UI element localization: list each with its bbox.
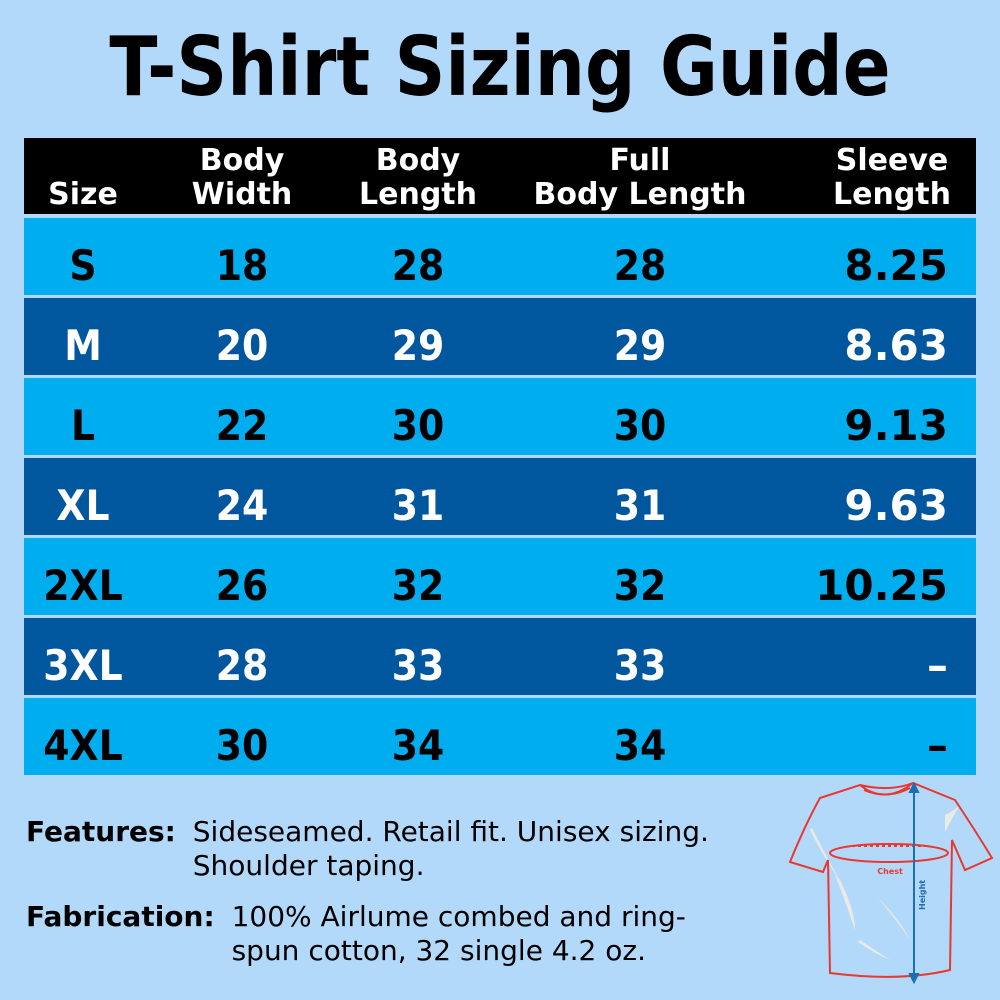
cell-body-length: 30 [391,401,445,450]
shirt-highlights [810,805,960,960]
height-label: Height [918,880,927,910]
shirt-outline [788,781,994,978]
fabrication-value: 100% Airlume combed and ring- spun cotto… [231,900,686,967]
table-row: XL 24 31 31 9.63 [24,458,976,535]
cell-full-body-length: 32 [613,561,667,610]
cell-body-length: 29 [391,321,445,370]
cell-body-width: 22 [215,401,269,450]
cell-full-body-length: 31 [613,481,667,530]
cell-sleeve-length: – [927,721,948,770]
cell-sleeve-length: 9.63 [844,481,948,530]
features-value: Sideseamed. Retail fit. Unisex sizing. S… [192,815,709,882]
cell-size: L [70,401,96,450]
cell-size: M [64,321,102,370]
header-size: Size [48,177,118,212]
table-row: L 22 30 30 9.13 [24,378,976,455]
cell-sleeve-length: 8.25 [844,241,948,290]
header-sleeve-length: Sleeve Length [833,143,951,212]
cell-sleeve-length: – [927,641,948,690]
cell-full-body-length: 29 [613,321,667,370]
cell-body-width: 18 [215,241,269,290]
cell-body-width: 30 [215,721,269,770]
header-body-length: Body Length [359,143,477,212]
size-table: Size Body Width Body Length Full Body Le… [24,138,976,778]
cell-size: S [69,241,97,290]
chest-label: Chest [877,867,903,876]
cell-sleeve-length: 10.25 [815,561,948,610]
cell-body-width: 24 [215,481,269,530]
table-row: 2XL 26 32 32 10.25 [24,538,976,615]
cell-full-body-length: 34 [613,721,667,770]
height-arrow [908,781,920,985]
cell-size: XL [56,481,110,530]
table-header: Size Body Width Body Length Full Body Le… [24,138,976,214]
cell-body-length: 28 [391,241,445,290]
tshirt-diagram: Chest Height [788,781,994,985]
cell-full-body-length: 30 [613,401,667,450]
page-title: T-Shirt Sizing Guide [109,20,891,115]
features-label: Features: [26,815,176,848]
cell-size: 4XL [43,721,123,770]
cell-sleeve-length: 8.63 [844,321,948,370]
table-row: 4XL 30 34 34 – [24,698,976,775]
cell-sleeve-length: 9.13 [844,401,948,450]
features: Features: Sideseamed. Retail fit. Unisex… [26,815,709,883]
fabrication: Fabrication: 100% Airlume combed and rin… [26,900,686,968]
cell-body-width: 20 [215,321,269,370]
table-row: S 18 28 28 8.25 [24,218,976,295]
table-row: M 20 29 29 8.63 [24,298,976,375]
header-body-width: Body Width [191,143,293,212]
cell-body-length: 31 [391,481,445,530]
cell-body-length: 32 [391,561,445,610]
cell-full-body-length: 28 [613,241,667,290]
table-row: 3XL 28 33 33 – [24,618,976,695]
cell-body-width: 28 [215,641,269,690]
cell-body-length: 34 [391,721,445,770]
header-full-body-length: Full Body Length [533,143,747,212]
cell-size: 2XL [43,561,123,610]
cell-full-body-length: 33 [613,641,667,690]
cell-size: 3XL [43,641,123,690]
cell-body-width: 26 [215,561,269,610]
cell-body-length: 33 [391,641,445,690]
fabrication-label: Fabrication: [26,900,215,933]
